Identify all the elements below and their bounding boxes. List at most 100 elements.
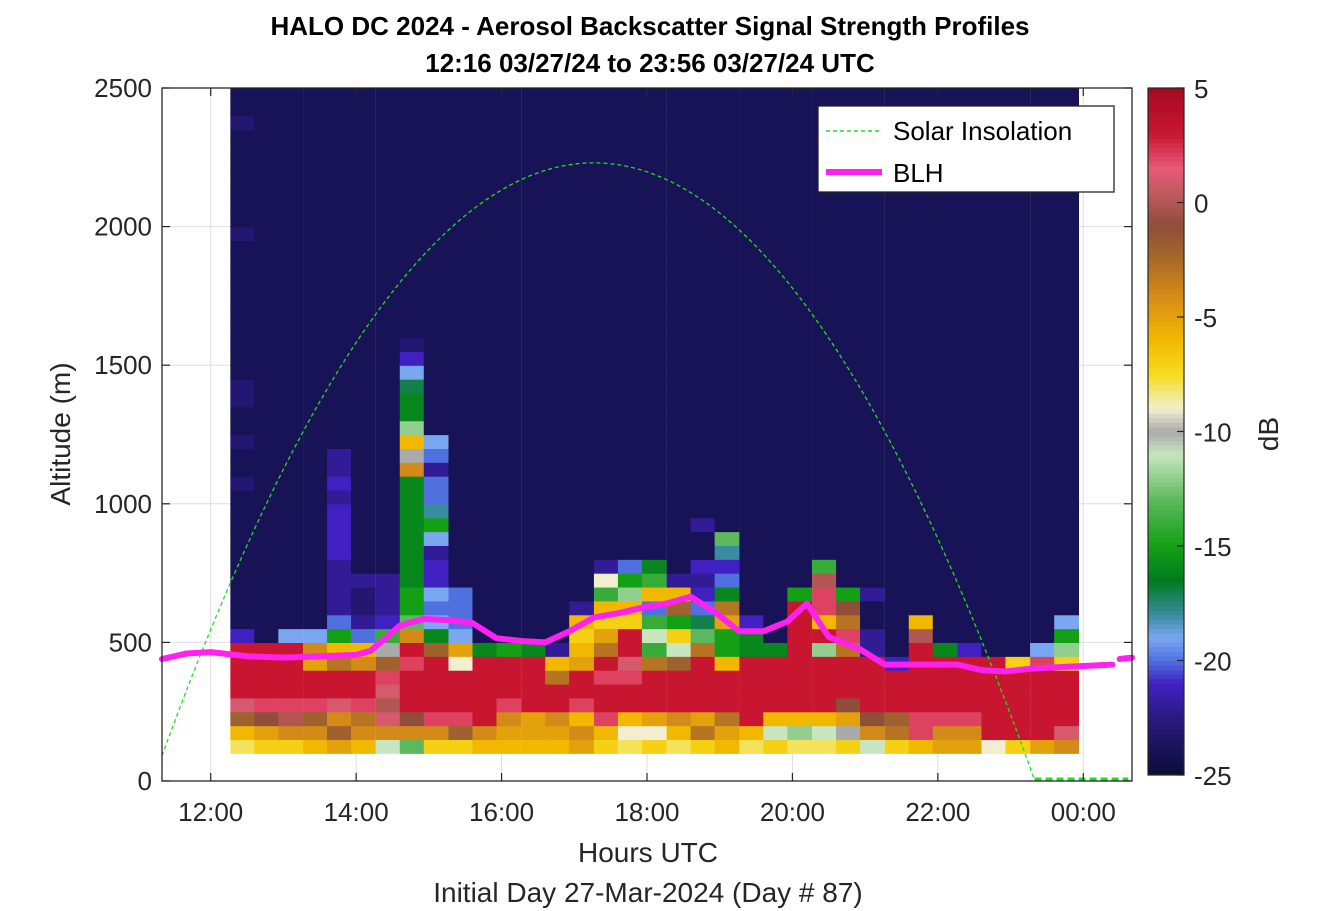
heatmap-cell [593,420,619,436]
heatmap-cell [496,739,522,754]
heatmap-cell [1054,559,1080,574]
heatmap-cell [666,503,692,519]
heatmap-cell [521,739,547,754]
heatmap-cell [617,129,643,145]
heatmap-cell [739,157,765,172]
heatmap-cell [860,628,885,643]
heatmap-cell [521,489,547,505]
heatmap-cell [763,101,789,117]
heatmap-cell [763,448,789,463]
heatmap-cell [521,379,547,394]
heatmap-cell [739,476,765,491]
heatmap-cell [1030,711,1056,727]
heatmap-cell [593,392,619,408]
heatmap-cell [981,379,1007,394]
heatmap-cell [787,420,813,436]
heatmap-cell [521,600,547,616]
heatmap-cell [787,337,813,352]
heatmap-cell [496,268,522,283]
heatmap-cell [1030,545,1056,560]
heatmap-cell [763,586,789,602]
colorbar-segment [1148,175,1184,181]
heatmap-cell [254,683,280,699]
heatmap-cell [569,101,595,117]
heatmap-cell [472,434,498,449]
heatmap-cell [690,545,716,560]
heatmap-cell [617,697,643,713]
heatmap-cell [545,448,571,463]
colorbar-segment [1148,431,1184,437]
heatmap-cell [617,545,643,560]
heatmap-cell [448,739,474,754]
heatmap-cell [957,725,983,741]
heatmap-cell [836,309,861,325]
heatmap-cell [690,392,716,408]
heatmap-cell [1054,323,1080,339]
colorbar-segment [1148,486,1184,492]
colorbar-segment [1148,720,1184,726]
heatmap-cell [351,115,376,131]
heatmap-cell [787,129,813,145]
colorbar-segment [1148,262,1184,268]
heatmap-cell [375,240,401,255]
heatmap-cell [593,531,619,546]
heatmap-cell [763,642,789,657]
heatmap-cell [375,268,401,283]
heatmap-cell [423,697,449,713]
colorbar-segment [1148,674,1184,680]
heatmap-cell [666,489,692,505]
heatmap-cell [957,517,983,533]
heatmap-cell [981,254,1007,269]
heatmap-cell [981,600,1007,616]
heatmap-cell [860,725,885,741]
heatmap-cell [836,600,861,616]
heatmap-cell [1030,628,1056,643]
colorbar-segment [1148,335,1184,341]
heatmap-cell [981,739,1007,754]
heatmap-cell [545,683,571,699]
heatmap-cell [860,476,885,491]
heatmap-cell [230,725,256,741]
heatmap-cell [423,434,449,449]
heatmap-cell [690,697,716,713]
heatmap-cell [617,268,643,283]
heatmap-cell [521,198,547,214]
heatmap-cell [932,254,958,269]
heatmap-cell [327,711,352,727]
heatmap-cell [739,226,765,242]
heatmap-cell [666,420,692,436]
heatmap-cell [545,323,571,339]
heatmap-cell [278,531,304,546]
heatmap-cell [932,545,958,560]
heatmap-cell [1030,198,1056,214]
heatmap-cell [1054,462,1080,477]
colorbar-segment [1148,225,1184,231]
heatmap-cell [617,282,643,297]
heatmap-cell [593,559,619,574]
heatmap-cell [1030,282,1056,297]
heatmap-cell [278,337,304,352]
heatmap-cell [787,143,813,158]
heatmap-cell [496,282,522,297]
heatmap-cell [932,697,958,713]
heatmap-cell [230,670,256,685]
heatmap-cell [1005,254,1031,269]
heatmap-cell [908,448,934,463]
heatmap-cell [545,420,571,436]
colorbar-segment [1148,188,1184,194]
heatmap-cell [545,545,571,560]
heatmap-cell [884,559,910,574]
heatmap-cell [569,282,595,297]
heatmap-cell [303,725,328,741]
colorbar-segment [1148,532,1184,538]
heatmap-cell [569,420,595,436]
heatmap-cell [884,448,910,463]
heatmap-cell [569,642,595,657]
heatmap-cell [641,226,667,242]
heatmap-cell [423,240,449,255]
heatmap-cell [375,129,401,145]
heatmap-cell [908,212,934,228]
heatmap-cell [860,586,885,602]
heatmap-cell [714,143,740,158]
colorbar-segment [1148,216,1184,222]
